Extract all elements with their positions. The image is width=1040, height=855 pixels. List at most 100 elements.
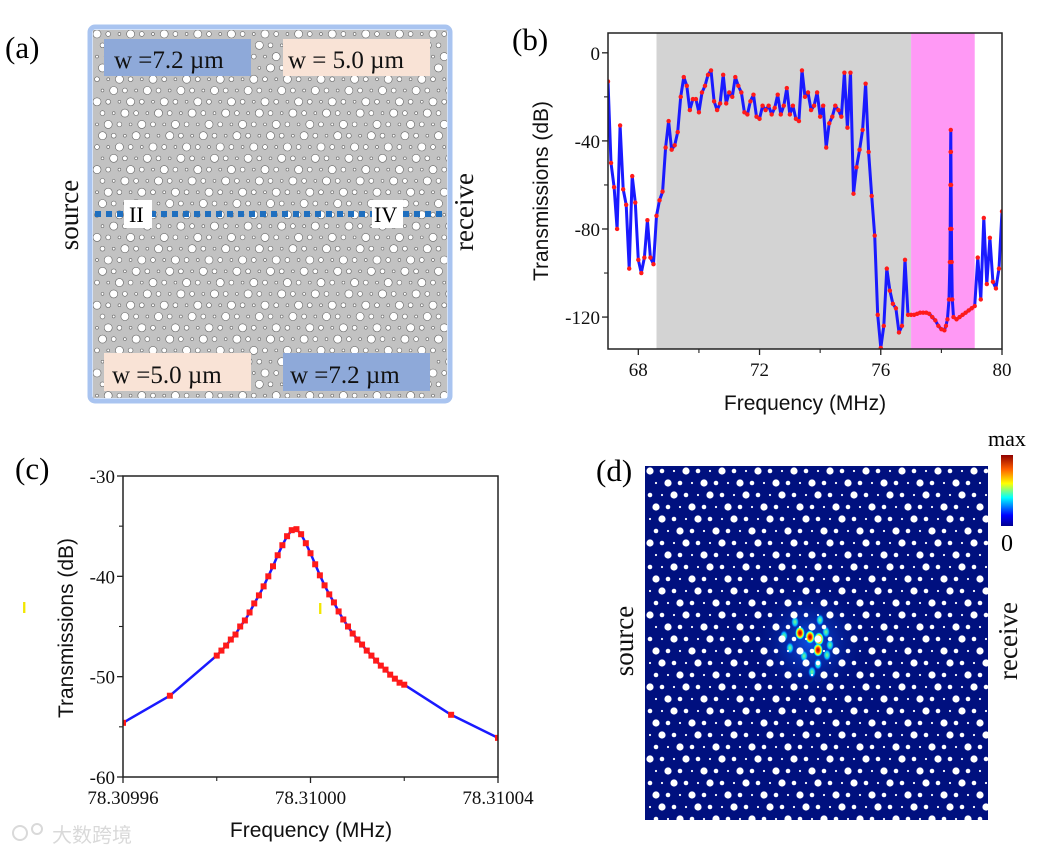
lattice-hole <box>880 623 888 631</box>
lattice-hole <box>128 393 133 398</box>
lattice-hole <box>148 74 158 84</box>
lattice-hole <box>756 589 760 593</box>
lattice-hole <box>267 42 274 48</box>
lattice-hole <box>285 235 290 240</box>
lattice-hole <box>930 649 934 653</box>
lattice-hole <box>406 391 415 398</box>
width-box-top-left <box>104 39 251 76</box>
lattice-hole <box>111 111 116 115</box>
lattice-hole <box>971 636 977 642</box>
lattice-hole <box>199 334 208 344</box>
data-point <box>881 323 886 329</box>
lattice-hole <box>420 32 424 36</box>
lattice-hole <box>894 505 898 509</box>
lattice-hole <box>368 110 374 116</box>
lattice-hole <box>802 515 810 523</box>
lattice-hole <box>266 63 275 73</box>
lattice-hole <box>983 468 988 474</box>
lattice-hole <box>193 165 203 174</box>
lattice-hole <box>302 156 306 161</box>
lattice-hole <box>176 221 186 231</box>
lattice-hole <box>116 189 123 195</box>
lattice-hole <box>959 588 965 594</box>
lattice-hole <box>653 672 659 678</box>
lattice-hole <box>982 803 988 811</box>
lattice-hole <box>195 279 201 286</box>
lattice-hole <box>335 110 341 116</box>
lattice-hole <box>929 696 935 702</box>
lattice-hole <box>430 347 436 354</box>
lattice-hole <box>106 145 110 149</box>
lattice-hole <box>436 224 441 228</box>
lattice-hole <box>936 661 940 665</box>
lattice-hole <box>391 87 397 94</box>
lattice-hole <box>876 637 880 641</box>
lattice-hole <box>327 97 337 107</box>
lattice-hole <box>150 189 156 195</box>
lattice-hole <box>696 637 700 641</box>
lattice-hole <box>846 745 850 749</box>
lattice-hole <box>131 334 141 344</box>
lattice-hole <box>653 744 659 750</box>
lattice-hole <box>743 804 749 810</box>
lattice-hole <box>266 131 275 140</box>
lattice-hole <box>218 167 222 172</box>
lattice-hole <box>712 527 720 535</box>
lattice-hole <box>95 122 99 127</box>
lattice-hole <box>803 540 809 546</box>
lattice-hole <box>268 292 273 296</box>
lattice-hole <box>954 817 958 820</box>
lattice-hole <box>856 671 864 679</box>
data-point <box>963 310 968 315</box>
lattice-hole <box>417 142 427 152</box>
lattice-hole <box>726 625 730 629</box>
lattice-hole <box>816 685 820 689</box>
lattice-hole <box>403 156 407 161</box>
lattice-hole <box>991 530 993 532</box>
lattice-hole <box>869 672 875 678</box>
lattice-hole <box>252 235 256 240</box>
lattice-hole <box>954 673 958 677</box>
lattice-hole <box>886 491 894 499</box>
lattice-hole <box>905 528 911 534</box>
lattice-hole <box>780 613 784 617</box>
lattice-hole <box>928 743 936 751</box>
lattice-hole <box>116 257 123 263</box>
lattice-hole <box>111 314 116 319</box>
lattice-hole <box>742 707 750 715</box>
lattice-hole <box>201 224 206 228</box>
lattice-hole <box>862 611 870 619</box>
lattice-hole <box>318 392 324 398</box>
lattice-hole <box>260 300 270 310</box>
lattice-hole <box>742 491 750 499</box>
lattice-hole <box>682 611 690 619</box>
lattice-hole <box>772 623 780 631</box>
lattice-hole <box>666 529 670 533</box>
data-point <box>696 110 702 115</box>
lattice-hole <box>731 468 737 474</box>
lattice-hole <box>178 268 184 274</box>
lattice-hole <box>713 768 719 774</box>
lattice-hole <box>797 600 803 606</box>
lattice-hole <box>742 635 750 643</box>
lattice-hole <box>428 30 438 39</box>
lattice-hole <box>912 781 916 785</box>
lattice-hole <box>856 815 864 820</box>
lattice-hole <box>116 325 123 331</box>
lattice-hole <box>689 672 695 678</box>
lattice-hole <box>285 167 290 172</box>
lattice-hole <box>970 611 978 619</box>
lattice-hole <box>100 224 105 228</box>
lattice-hole <box>736 695 744 703</box>
lattice-hole <box>881 648 887 654</box>
lattice-hole <box>374 31 380 37</box>
data-point <box>702 83 708 89</box>
lattice-hole <box>984 637 988 641</box>
lattice-hole <box>982 659 988 667</box>
lattice-hole <box>712 671 720 679</box>
lattice-hole <box>109 154 118 163</box>
lattice-hole <box>959 516 965 522</box>
x-axis-title-b: Frequency (MHz) <box>724 392 886 415</box>
lattice-hole <box>880 695 888 703</box>
lattice-hole <box>767 468 773 474</box>
